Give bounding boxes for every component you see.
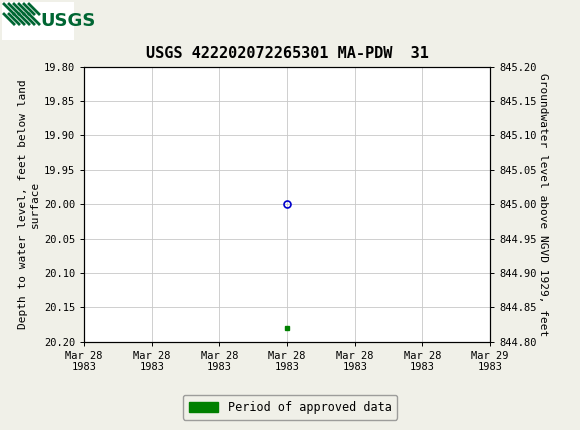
Y-axis label: Depth to water level, feet below land
surface: Depth to water level, feet below land su… xyxy=(18,80,39,329)
Bar xyxy=(2,2,74,40)
Y-axis label: Groundwater level above NGVD 1929, feet: Groundwater level above NGVD 1929, feet xyxy=(538,73,548,336)
Text: USGS: USGS xyxy=(40,12,95,30)
Legend: Period of approved data: Period of approved data xyxy=(183,395,397,420)
Title: USGS 422202072265301 MA-PDW  31: USGS 422202072265301 MA-PDW 31 xyxy=(146,46,429,61)
